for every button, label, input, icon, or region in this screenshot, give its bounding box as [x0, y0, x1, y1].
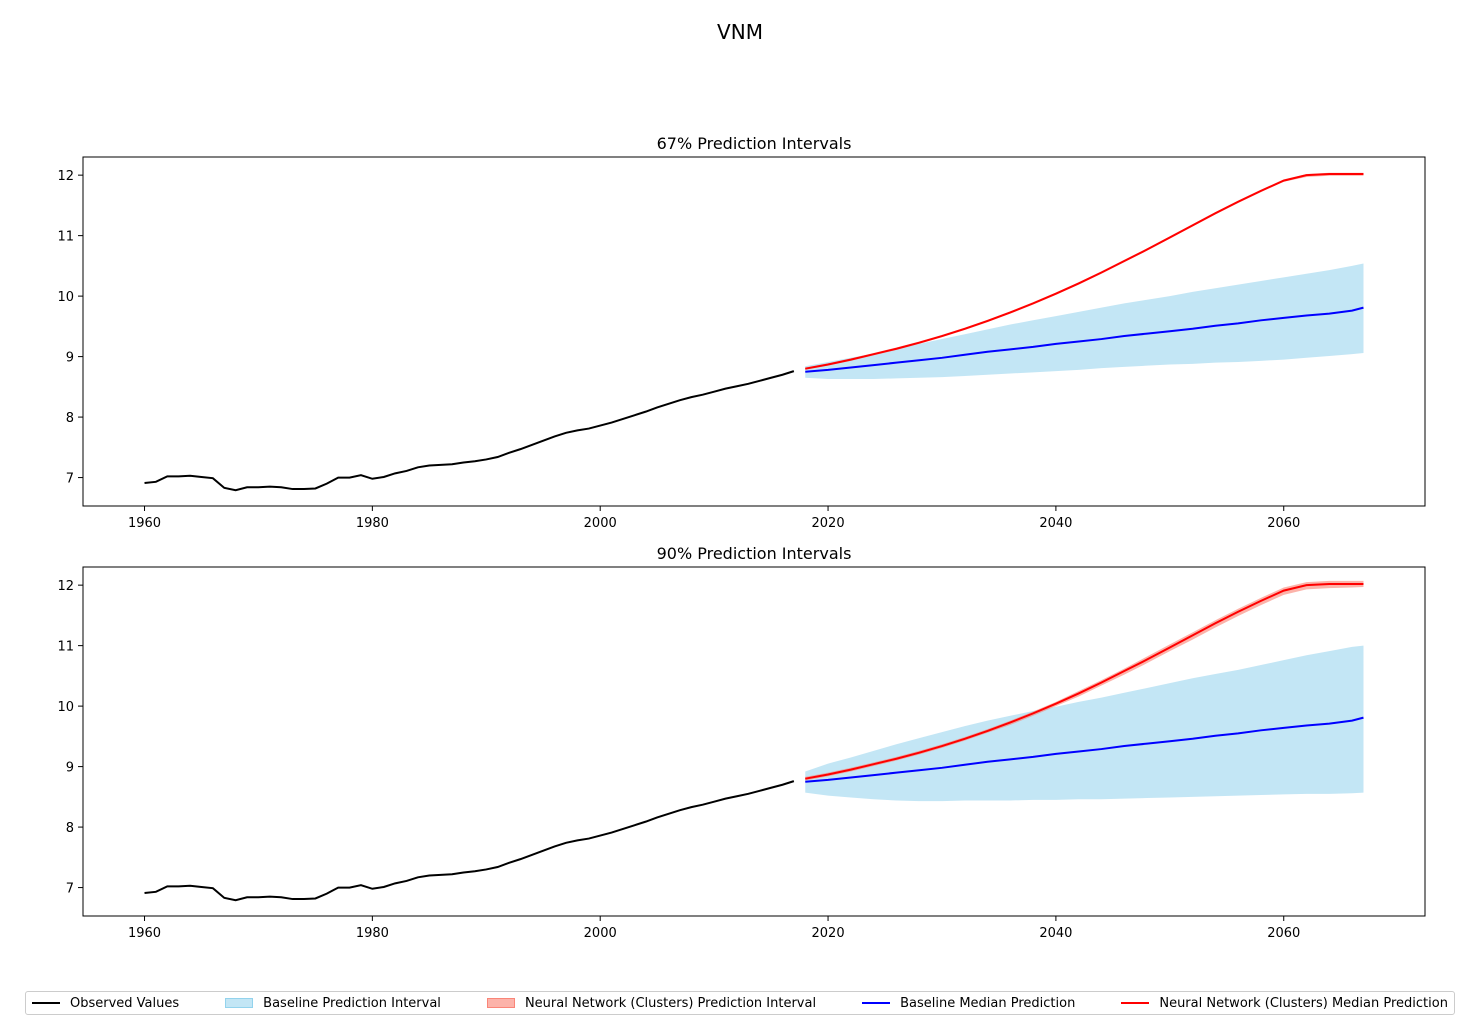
y-tick-label: 7	[66, 472, 74, 487]
observed-line	[144, 370, 795, 492]
y-tick-label: 10	[57, 290, 74, 305]
legend-label-nn-interval: Neural Network (Clusters) Prediction Int…	[524, 995, 817, 1011]
legend-entry-nn-interval: Neural Network (Clusters) Prediction Int…	[486, 995, 817, 1011]
legend-swatch-baseline-interval	[225, 998, 254, 1008]
baseline-interval-band	[805, 645, 1364, 802]
x-tick-label: 1980	[356, 926, 389, 941]
baseline-median-line	[805, 306, 1364, 373]
plot-area	[144, 172, 1364, 492]
legend-entry-nn-median: Neural Network (Clusters) Median Predict…	[1121, 996, 1448, 1011]
nn-median-line	[805, 172, 1364, 370]
y-tick-label: 8	[66, 821, 74, 836]
baseline-interval-band	[805, 263, 1364, 379]
y-tick-label: 12	[57, 579, 74, 594]
x-tick-label: 2000	[584, 926, 617, 941]
chart-title: 67% Prediction Intervals	[657, 134, 852, 153]
x-tick-label: 2020	[812, 516, 845, 531]
legend-swatch-nn-interval	[486, 998, 515, 1008]
legend-label-nn-median: Neural Network (Clusters) Median Predict…	[1159, 995, 1448, 1011]
x-tick-label: 2040	[1039, 516, 1072, 531]
legend-swatch-baseline-median	[862, 1002, 891, 1004]
figure-title: VNM	[717, 20, 763, 44]
y-tick-label: 9	[66, 351, 74, 366]
baseline-median-line	[805, 716, 1364, 783]
axes-frame	[82, 156, 1426, 507]
x-tick-label: 1980	[356, 516, 389, 531]
x-tick-label: 2020	[812, 926, 845, 941]
y-tick-label: 9	[66, 761, 74, 776]
legend-label-baseline-median: Baseline Median Prediction	[900, 995, 1076, 1011]
chart-title: 90% Prediction Intervals	[657, 544, 852, 563]
legend-label-baseline-interval: Baseline Prediction Interval	[263, 995, 441, 1011]
x-tick-label: 2060	[1267, 926, 1300, 941]
legend: Observed Values Baseline Prediction Inte…	[25, 991, 1455, 1015]
legend-swatch-nn-median	[1121, 1002, 1150, 1004]
observed-line	[144, 780, 795, 902]
y-tick-label: 11	[57, 640, 74, 655]
x-tick-label: 2000	[584, 516, 617, 531]
y-tick-label: 7	[66, 882, 74, 897]
legend-label-observed: Observed Values	[70, 995, 180, 1011]
y-tick-label: 10	[57, 700, 74, 715]
plot-area	[144, 580, 1364, 902]
x-tick-label: 2040	[1039, 926, 1072, 941]
legend-entry-baseline-median: Baseline Median Prediction	[862, 996, 1075, 1011]
axes-frame	[82, 566, 1426, 917]
x-tick-label: 2060	[1267, 516, 1300, 531]
legend-entry-observed: Observed Values	[32, 996, 179, 1011]
nn-median-line	[805, 582, 1364, 780]
y-tick-label: 12	[57, 169, 74, 184]
chart-90-percent: 90% Prediction Intervals 1960 1980 2000 2020…	[57, 544, 1426, 941]
legend-swatch-observed	[32, 1002, 60, 1004]
chart-67-percent: 67% Prediction Intervals 1960 1980 2000 2020…	[57, 134, 1426, 531]
legend-entry-baseline-interval: Baseline Prediction Interval	[225, 996, 441, 1011]
x-tick-label: 1960	[128, 926, 161, 941]
y-tick-label: 8	[66, 411, 74, 426]
x-tick-label: 1960	[128, 516, 161, 531]
y-tick-label: 11	[57, 230, 74, 245]
